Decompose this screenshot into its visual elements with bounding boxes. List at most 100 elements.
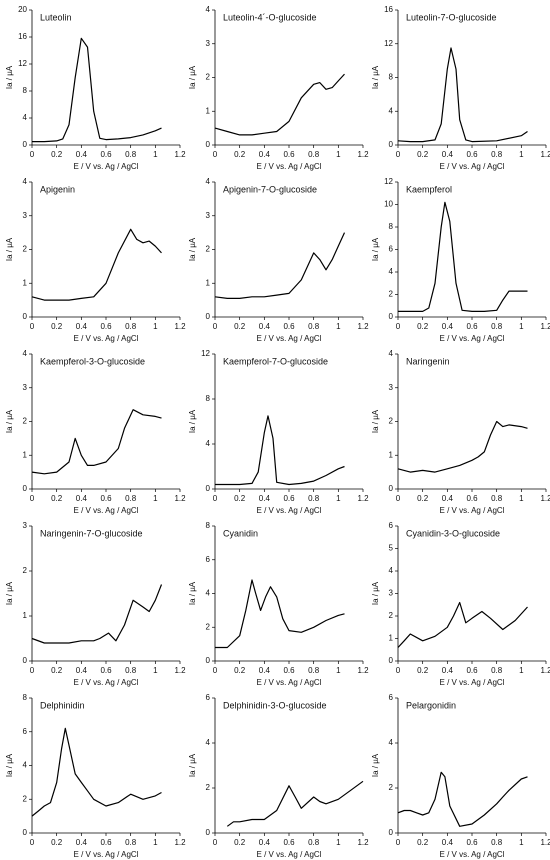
y-tick-label: 1 [23,278,28,287]
x-tick-label: 0.2 [234,666,246,675]
x-tick-label: 0.4 [76,666,88,675]
y-tick-label: 4 [389,349,394,358]
y-tick-label: 4 [206,738,211,747]
x-tick-label: 0 [396,666,401,675]
voltammogram-line [31,584,163,644]
x-tick-label: 0.4 [259,150,271,159]
y-tick-label: 4 [23,113,28,122]
x-tick-label: 1 [336,838,341,847]
y-tick-label: 12 [201,349,210,358]
x-tick-label: 1 [519,494,524,503]
y-tick-label: 0 [206,140,211,149]
panel: 0 1 2 3 4 0 0.2 0.4 0.6 0.8 1 1.2 E / V vs. Ag / AgC… [5,349,186,515]
x-tick-label: 0.8 [308,150,320,159]
x-tick-label: 1.2 [357,494,369,503]
panel: 0 1 2 3 4 0 0.2 0.4 0.6 0.8 1 1.2 E / V vs. Ag / AgC… [188,5,369,171]
y-tick-label: 2 [389,417,394,426]
voltammogram-line [215,415,345,486]
panel: 0 2 4 6 0 0.2 0.4 0.6 0.8 1 1.2 E / V vs. Ag / AgCl… [371,693,550,859]
x-axis-label: E / V vs. Ag / AgCl [257,162,322,171]
y-axis-label: Ia / µA [188,65,197,89]
chart-title: Luteolin [40,12,72,22]
y-tick-label: 4 [389,738,394,747]
y-tick-label: 6 [389,693,394,702]
y-tick-label: 2 [206,783,211,792]
x-tick-label: 0.4 [76,322,88,331]
x-tick-label: 0.2 [234,838,246,847]
x-tick-label: 1 [153,494,158,503]
chart-title: Luteolin-4´-O-glucoside [223,12,317,22]
x-tick-label: 0.8 [125,322,137,331]
x-tick-label: 0.4 [442,322,454,331]
y-tick-label: 8 [389,222,394,231]
voltammogram-line [398,201,528,312]
x-tick-label: 0 [396,838,401,847]
x-tick-label: 0.6 [283,494,295,503]
x-axis-label: E / V vs. Ag / AgCl [74,162,139,171]
voltammogram-line [215,579,345,649]
x-axis-label: E / V vs. Ag / AgCl [257,334,322,343]
y-tick-label: 6 [389,245,394,254]
x-tick-label: 0.2 [417,150,429,159]
x-tick-label: 1.2 [357,150,369,159]
y-tick-label: 12 [18,59,27,68]
x-tick-label: 0 [30,494,35,503]
y-axis-label: Ia / µA [188,753,197,777]
y-tick-label: 1 [389,634,394,643]
y-axis-label: Ia / µA [5,581,14,605]
y-tick-label: 4 [23,177,28,186]
x-tick-label: 1.2 [357,838,369,847]
x-tick-label: 0 [396,494,401,503]
x-tick-label: 0 [30,666,35,675]
x-tick-label: 0.8 [491,322,503,331]
y-tick-label: 1 [23,450,28,459]
x-tick-label: 0.8 [308,322,320,331]
y-tick-label: 16 [384,5,393,14]
y-tick-label: 0 [23,312,28,321]
x-tick-label: 0.2 [51,838,63,847]
y-tick-label: 0 [389,828,394,837]
x-tick-label: 1.2 [174,322,186,331]
x-tick-label: 1 [336,322,341,331]
x-tick-label: 0 [30,838,35,847]
x-axis-label: E / V vs. Ag / AgCl [74,506,139,515]
y-axis-label: Ia / µA [371,581,380,605]
x-tick-label: 1 [519,838,524,847]
y-tick-label: 8 [206,521,211,530]
x-tick-label: 0.8 [308,494,320,503]
panel: 0 1 2 3 4 0 0.2 0.4 0.6 0.8 1 1.2 E / V vs. Ag / AgC… [188,177,369,343]
x-tick-label: 0.2 [51,666,63,675]
chart-title: Cyanidin [223,528,258,538]
y-axis-label: Ia / µA [5,409,14,433]
chart-title: Pelargonidin [406,700,456,710]
x-axis-label: E / V vs. Ag / AgCl [257,506,322,515]
y-tick-label: 2 [23,417,28,426]
y-tick-label: 3 [389,383,394,392]
x-tick-label: 1.2 [174,666,186,675]
y-tick-label: 3 [206,211,211,220]
x-tick-label: 0.6 [100,666,112,675]
chart-title: Luteolin-7-O-glucoside [406,12,497,22]
y-tick-label: 20 [18,5,27,14]
y-tick-label: 2 [206,73,211,82]
x-tick-label: 0.6 [283,150,295,159]
y-tick-label: 12 [384,177,393,186]
x-axis-label: E / V vs. Ag / AgCl [257,678,322,687]
chart-title: Kaempferol-3-O-glucoside [40,356,145,366]
x-tick-label: 0.2 [51,322,63,331]
x-tick-label: 0.2 [234,322,246,331]
x-tick-label: 0.6 [100,322,112,331]
x-tick-label: 0 [213,150,218,159]
y-tick-label: 4 [206,439,211,448]
x-tick-label: 0 [30,150,35,159]
x-axis-label: E / V vs. Ag / AgCl [257,850,322,859]
x-tick-label: 0.2 [417,322,429,331]
y-axis-label: Ia / µA [188,581,197,605]
panel: 0 2 4 6 8 0 0.2 0.4 0.6 0.8 1 1.2 E / V vs. Ag / AgC… [188,521,369,687]
x-tick-label: 0.2 [234,494,246,503]
voltammogram-line [214,232,346,299]
x-tick-label: 0.2 [51,494,63,503]
y-tick-label: 6 [206,555,211,564]
y-axis-label: Ia / µA [5,65,14,89]
